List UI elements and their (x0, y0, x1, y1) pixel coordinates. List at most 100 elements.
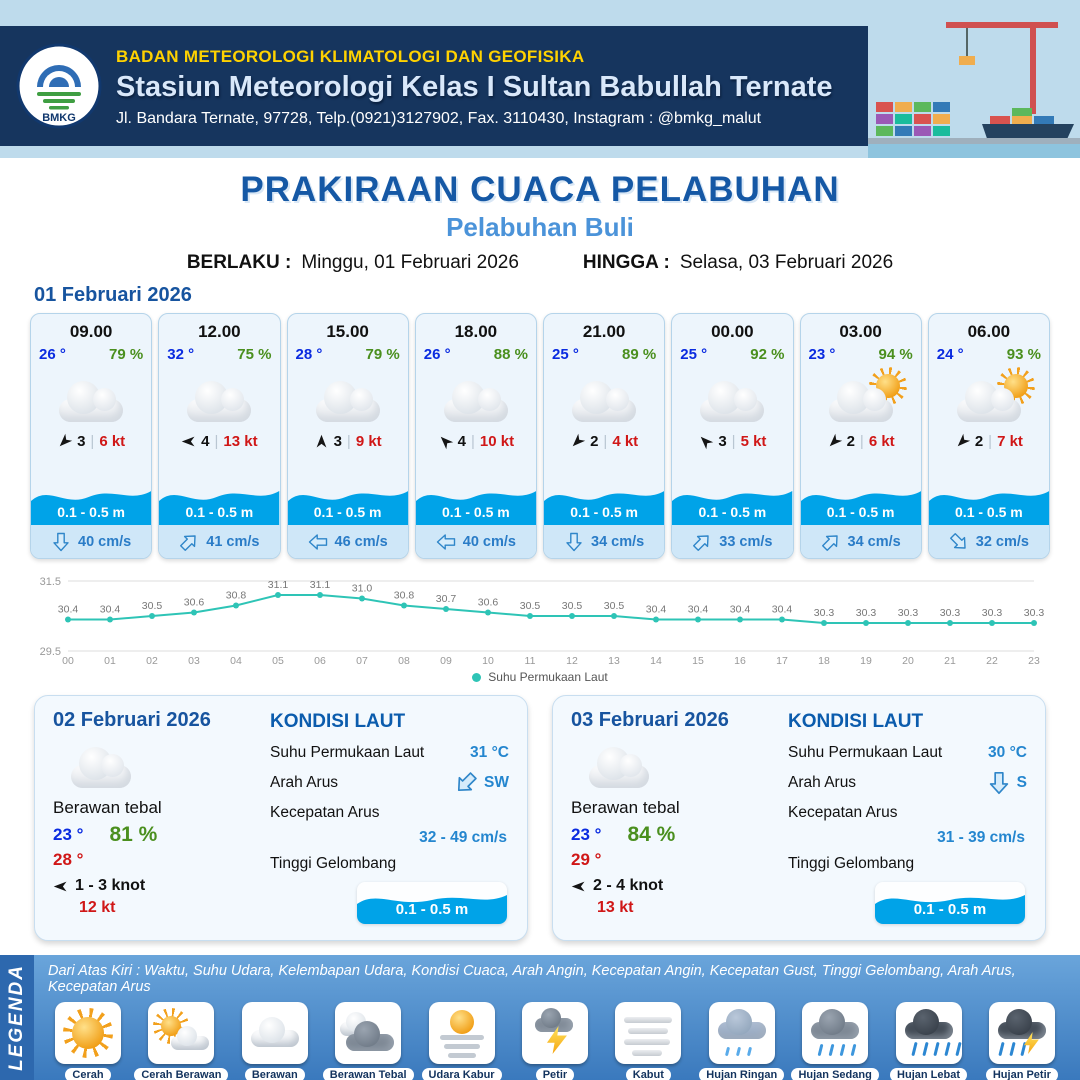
current-speed: 41 cm/s (206, 533, 260, 550)
svg-text:06: 06 (314, 655, 326, 667)
legend-dot-icon (472, 672, 482, 682)
wave-height-value: 0.1 - 0.5 m (913, 901, 987, 918)
legend-label: Kabut (625, 1068, 671, 1080)
forecast-card: 09.00 26 ° 79 % 3 | 6 kt 0.1 - 0.5 m 40 cm/… (30, 313, 153, 559)
humidity: 93 % (1006, 346, 1041, 363)
forecast-card: 21.00 25 ° 89 % 2 | 4 kt 0.1 - 0.5 m 34 cm/… (543, 313, 666, 559)
svg-text:07: 07 (356, 655, 368, 667)
humidity: 88 % (493, 346, 528, 363)
wave-section: 0.1 - 0.5 m (800, 473, 921, 525)
wind-speed: 3 (77, 433, 86, 450)
hujan-lebat-icon (895, 1002, 962, 1064)
wave-icon (287, 491, 408, 525)
wave-height-label: Tinggi Gelombang (270, 855, 397, 872)
cerah-icon (55, 1002, 121, 1064)
cloud-icon (589, 747, 649, 788)
agency-name: BADAN METEOROLOGI KLIMATOLOGI DAN GEOFIS… (116, 46, 585, 66)
weather-icon (544, 367, 664, 427)
legend-item: Hujan Petir (978, 1002, 1066, 1080)
wind-gust: 13 kt (597, 899, 634, 916)
weather-icon (416, 367, 536, 427)
wave-height: 0.1 - 0.5 m (698, 504, 767, 520)
svg-text:31.1: 31.1 (310, 579, 331, 591)
sea-condition-heading: KONDISI LAUT (788, 711, 924, 732)
forecast-cards-row: 09.00 26 ° 79 % 3 | 6 kt 0.1 - 0.5 m 40 cm/… (30, 313, 1050, 559)
current-speed: 32 cm/s (975, 533, 1029, 550)
title-section: PRAKIRAAN CUACA PELABUHAN Pelabuhan Buli… (0, 158, 1080, 274)
forecast-time: 03.00 (839, 322, 882, 341)
legend-label: Cerah (65, 1068, 111, 1080)
svg-text:30.4: 30.4 (772, 604, 793, 616)
separator: | (346, 433, 351, 450)
svg-text:30.4: 30.4 (730, 604, 751, 616)
legend-item: Petir (511, 1002, 599, 1080)
legend-label: Cerah Berawan (134, 1068, 229, 1080)
wave-height: 0.1 - 0.5 m (442, 504, 510, 520)
current-direction-icon (566, 532, 582, 551)
forecast-card: 00.00 25 ° 92 % 3 | 5 kt 0.1 - 0.5 m 33 cm/… (671, 313, 794, 559)
svg-text:BMKG: BMKG (42, 112, 76, 124)
wind-direction-icon (181, 436, 195, 447)
wave-height: 0.1 - 0.5 m (185, 504, 254, 520)
chart-legend: Suhu Permukaan Laut (30, 667, 1050, 687)
legend-items: Cerah Cerah Berawan Berawan Berawan Teba… (44, 1002, 1066, 1080)
wind-speed: 2 (974, 433, 984, 450)
current-row: 34 cm/s (800, 525, 921, 558)
air-temperature: 32 ° (167, 346, 195, 363)
wave-icon (875, 895, 1025, 924)
water (868, 144, 1080, 158)
crane-icon (946, 14, 1066, 118)
wind-speed: 2 (590, 433, 599, 450)
current-row: 46 cm/s (287, 525, 408, 558)
cloud-icon (443, 381, 508, 422)
svg-text:02: 02 (146, 655, 158, 667)
current-direction-icon (436, 533, 455, 550)
current-row: 34 cm/s (544, 525, 665, 558)
legend-item: Hujan Ringan (698, 1002, 786, 1080)
wind-speed: 3 (333, 433, 342, 450)
svg-text:14: 14 (650, 655, 662, 667)
svg-text:30.5: 30.5 (142, 600, 163, 612)
current-row: 40 cm/s (415, 525, 536, 558)
wave-section: 0.1 - 0.5 m (287, 473, 408, 525)
wind-gust: 6 kt (99, 433, 126, 450)
current-row: 40 cm/s (31, 525, 152, 558)
svg-text:30.3: 30.3 (982, 607, 1003, 619)
summary-card-day3: 03 Februari 2026 Berawan tebal 23 ° 84 % … (552, 695, 1046, 941)
svg-text:30.4: 30.4 (100, 604, 121, 616)
svg-text:13: 13 (608, 655, 620, 667)
cloud-icon (956, 381, 1021, 422)
forecast-card: 03.00 23 ° 94 % 2 | 6 kt 0.1 - 0.5 m 34 cm/… (799, 313, 922, 559)
air-temperature: 28 ° (295, 346, 323, 363)
svg-text:30.3: 30.3 (856, 607, 877, 619)
humidity: 79 % (365, 346, 400, 363)
current-row: 41 cm/s (159, 525, 280, 558)
svg-text:20: 20 (902, 655, 914, 667)
svg-text:30.5: 30.5 (604, 600, 625, 612)
humidity: 94 % (878, 346, 913, 363)
wind-direction-icon (59, 433, 73, 447)
legend-label: Berawan Tebal (322, 1068, 414, 1080)
page-title: PRAKIRAAN CUACA PELABUHAN (240, 170, 840, 209)
cloud-icon (315, 381, 380, 422)
svg-text:30.4: 30.4 (688, 604, 709, 616)
svg-text:00: 00 (62, 655, 74, 667)
summary-row: 02 Februari 2026 Berawan tebal 23 ° 81 % … (34, 695, 1046, 941)
hujan-petir-icon (988, 1002, 1055, 1064)
weather-icon (288, 367, 408, 427)
wave-icon (928, 491, 1049, 525)
condition-text: Berawan tebal (571, 798, 680, 817)
current-direction-label: Arah Arus (788, 774, 857, 791)
wind-range: 2 - 4 knot (593, 877, 664, 894)
wave-section: 0.1 - 0.5 m (672, 473, 793, 525)
legend-item: Cerah (44, 1002, 132, 1080)
air-temperature: 25 ° (680, 346, 708, 363)
berawan-icon (241, 1002, 308, 1064)
condition-text: Berawan tebal (53, 798, 162, 817)
svg-text:17: 17 (776, 655, 788, 667)
bmkg-logo-icon: BMKG (16, 43, 102, 129)
weather-icon (53, 736, 258, 790)
station-address: Jl. Bandara Ternate, 97728, Telp.(0921)3… (116, 109, 762, 127)
svg-text:30.7: 30.7 (436, 593, 457, 605)
wave-height: 0.1 - 0.5 m (57, 504, 125, 520)
